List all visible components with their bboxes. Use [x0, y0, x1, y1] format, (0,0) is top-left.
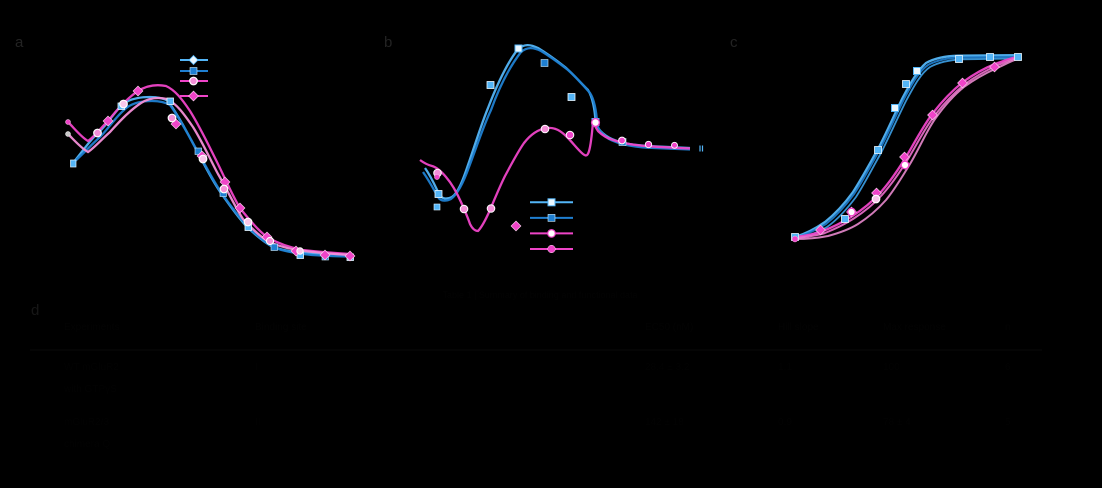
svg-text:a: a [15, 34, 24, 51]
svg-text:Mutant B: Mutant B [214, 92, 246, 101]
svg-text:6: 6 [1005, 362, 1011, 373]
svg-text:chimera Q: chimera Q [64, 439, 110, 450]
svg-text:II: II [255, 417, 261, 428]
svg-text:WT mGluR3: WT mGluR3 [214, 67, 258, 76]
svg-text:Table 1 | Summary of binding a: Table 1 | Summary of binding and functio… [443, 290, 638, 300]
svg-text:n: n [1005, 322, 1011, 333]
svg-text:I: I [255, 362, 258, 373]
svg-text:Hill slope: Hill slope [778, 322, 819, 333]
svg-text:Mutant B: Mutant B [580, 245, 612, 254]
svg-text:78 ± 4: 78 ± 4 [883, 417, 911, 428]
svg-text:100: 100 [883, 362, 900, 373]
svg-text:Mutant A: Mutant A [580, 229, 612, 238]
svg-text:5: 5 [1005, 417, 1011, 428]
svg-text:WT mGluR2: WT mGluR2 [214, 56, 258, 65]
svg-text:142 ± 18: 142 ± 18 [645, 417, 684, 428]
svg-text:c: c [730, 34, 738, 51]
svg-text:Binding site: Binding site [255, 322, 307, 333]
svg-text:b: b [384, 34, 392, 51]
svg-text:0.9: 0.9 [778, 417, 792, 428]
svg-text:mGluR2/3: mGluR2/3 [64, 417, 109, 428]
svg-text:28.4 ± 3.2: 28.4 ± 3.2 [645, 362, 690, 373]
svg-text:with GTPγS: with GTPγS [63, 384, 117, 395]
svg-text:EC50 (nM): EC50 (nM) [645, 322, 693, 333]
svg-text:Experiments: Experiments [64, 322, 120, 333]
svg-text:Max response: Max response [883, 322, 946, 333]
svg-text:1.1: 1.1 [778, 362, 792, 373]
svg-text:WT mGluR2: WT mGluR2 [64, 362, 119, 373]
svg-text:Mutant A: Mutant A [214, 77, 246, 86]
svg-text:d: d [31, 302, 39, 319]
svg-text:WT mGluR2: WT mGluR2 [580, 198, 624, 207]
svg-text:WT mGluR3: WT mGluR3 [580, 214, 624, 223]
